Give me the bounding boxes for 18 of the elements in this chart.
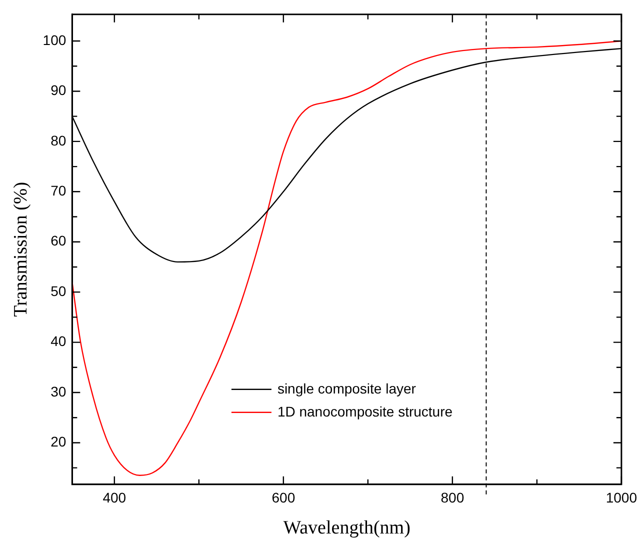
y-tick-label: 50	[50, 282, 66, 299]
y-tick-label: 100	[42, 32, 66, 48]
y-tick-label: 80	[50, 132, 66, 148]
legend-label: single composite layer	[277, 380, 416, 396]
x-axis-title: Wavelength(nm)	[283, 518, 410, 539]
y-tick-label: 40	[50, 333, 66, 350]
x-tick-label: 1000	[606, 490, 638, 506]
x-tick-label: 800	[440, 490, 464, 506]
y-tick-label: 30	[50, 383, 66, 400]
y-axis-title: Transmission (%)	[10, 182, 32, 317]
x-tick-label: 600	[272, 490, 296, 506]
y-tick-label: 20	[50, 434, 66, 450]
x-tick-label: 400	[102, 490, 126, 506]
legend-label: 1D nanocomposite structure	[277, 403, 453, 420]
line-series	[72, 40, 622, 476]
y-tick-label: 60	[50, 232, 66, 249]
y-tick-label: 90	[50, 82, 66, 98]
y-tick-label: 70	[50, 182, 66, 199]
